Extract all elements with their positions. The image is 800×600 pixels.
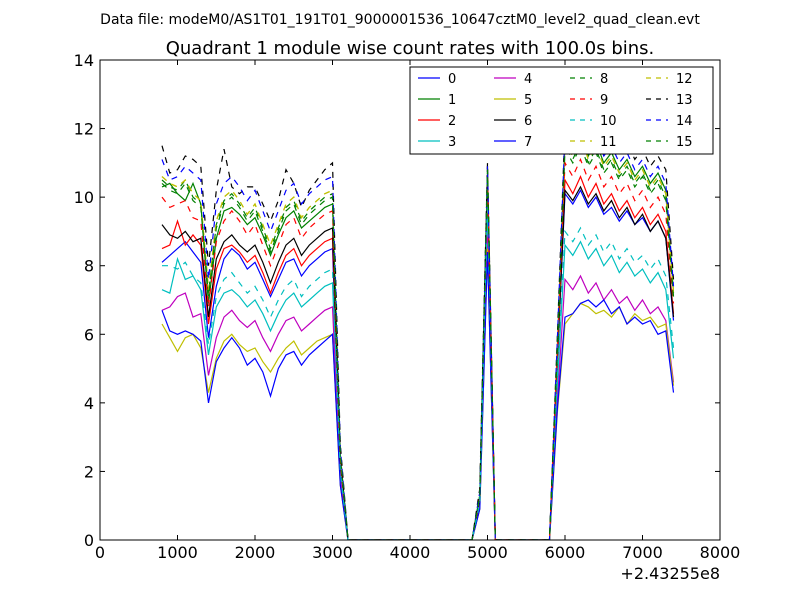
x-tick-label: 8000	[700, 543, 741, 562]
legend-label-13: 13	[676, 93, 693, 108]
series-line-8	[161, 140, 675, 540]
series-line-9	[161, 157, 675, 540]
legend-label-11: 11	[600, 135, 617, 150]
y-tick-label: 8	[84, 257, 94, 276]
x-tick-label: 1000	[157, 543, 198, 562]
x-tick-label: 5000	[467, 543, 508, 562]
ticks-layer: 0 1000 2000 3000 4000 5000 6000 7000 80000246810…	[74, 51, 741, 562]
x-tick-label: 4000	[390, 543, 431, 562]
legend-label-10: 10	[600, 114, 617, 129]
y-tick-label: 12	[74, 120, 94, 139]
legend-label-15: 15	[676, 135, 693, 150]
y-tick-label: 4	[84, 394, 94, 413]
series-line-3	[161, 214, 675, 540]
data-file-suptitle: Data file: modeM0/AS1T01_191T01_90000015…	[100, 12, 700, 28]
legend-label-14: 14	[676, 114, 693, 129]
series-line-6	[161, 176, 675, 540]
legend-label-1: 1	[448, 93, 456, 108]
series-line-7	[161, 251, 675, 540]
x-tick-label: 0	[95, 543, 105, 562]
legend-label-7: 7	[524, 135, 532, 150]
x-tick-label: 3000	[312, 543, 353, 562]
y-tick-label: 10	[74, 188, 94, 207]
series-line-2	[161, 175, 675, 540]
legend-label-2: 2	[448, 114, 456, 129]
y-tick-label: 2	[84, 462, 94, 481]
legend-frame	[409, 66, 714, 155]
legend-label-8: 8	[600, 72, 608, 87]
legend-label-5: 5	[524, 93, 532, 108]
series-line-15	[161, 144, 675, 540]
y-tick-label: 14	[74, 51, 94, 70]
chart-title: Quadrant 1 module wise count rates with …	[166, 38, 655, 59]
x-offset-label: +2.43255e8	[620, 564, 720, 583]
x-tick-label: 2000	[235, 543, 276, 562]
legend-label-0: 0	[448, 72, 456, 87]
legend-label-6: 6	[524, 114, 532, 129]
legend-label-4: 4	[524, 72, 532, 87]
x-tick-label: 6000	[545, 543, 586, 562]
series-line-4	[161, 231, 675, 540]
legend-label-9: 9	[600, 93, 608, 108]
legend-label-12: 12	[676, 72, 693, 87]
series-line-5	[161, 248, 675, 540]
plot-frame	[99, 59, 721, 541]
x-tick-label: 7000	[622, 543, 663, 562]
y-tick-label: 6	[84, 325, 94, 344]
series-line-10	[162, 203, 675, 540]
series-line-13	[161, 83, 675, 540]
y-tick-label: 0	[84, 531, 94, 550]
legend-label-3: 3	[448, 135, 456, 150]
